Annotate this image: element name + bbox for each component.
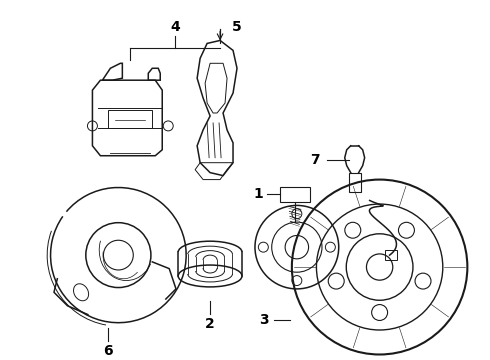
Text: 1: 1	[253, 188, 263, 202]
Text: 3: 3	[259, 312, 269, 327]
Text: 5: 5	[232, 19, 242, 33]
Text: 7: 7	[310, 153, 319, 167]
Text: 6: 6	[103, 343, 113, 357]
Text: 4: 4	[171, 19, 180, 33]
Text: 2: 2	[205, 317, 215, 331]
